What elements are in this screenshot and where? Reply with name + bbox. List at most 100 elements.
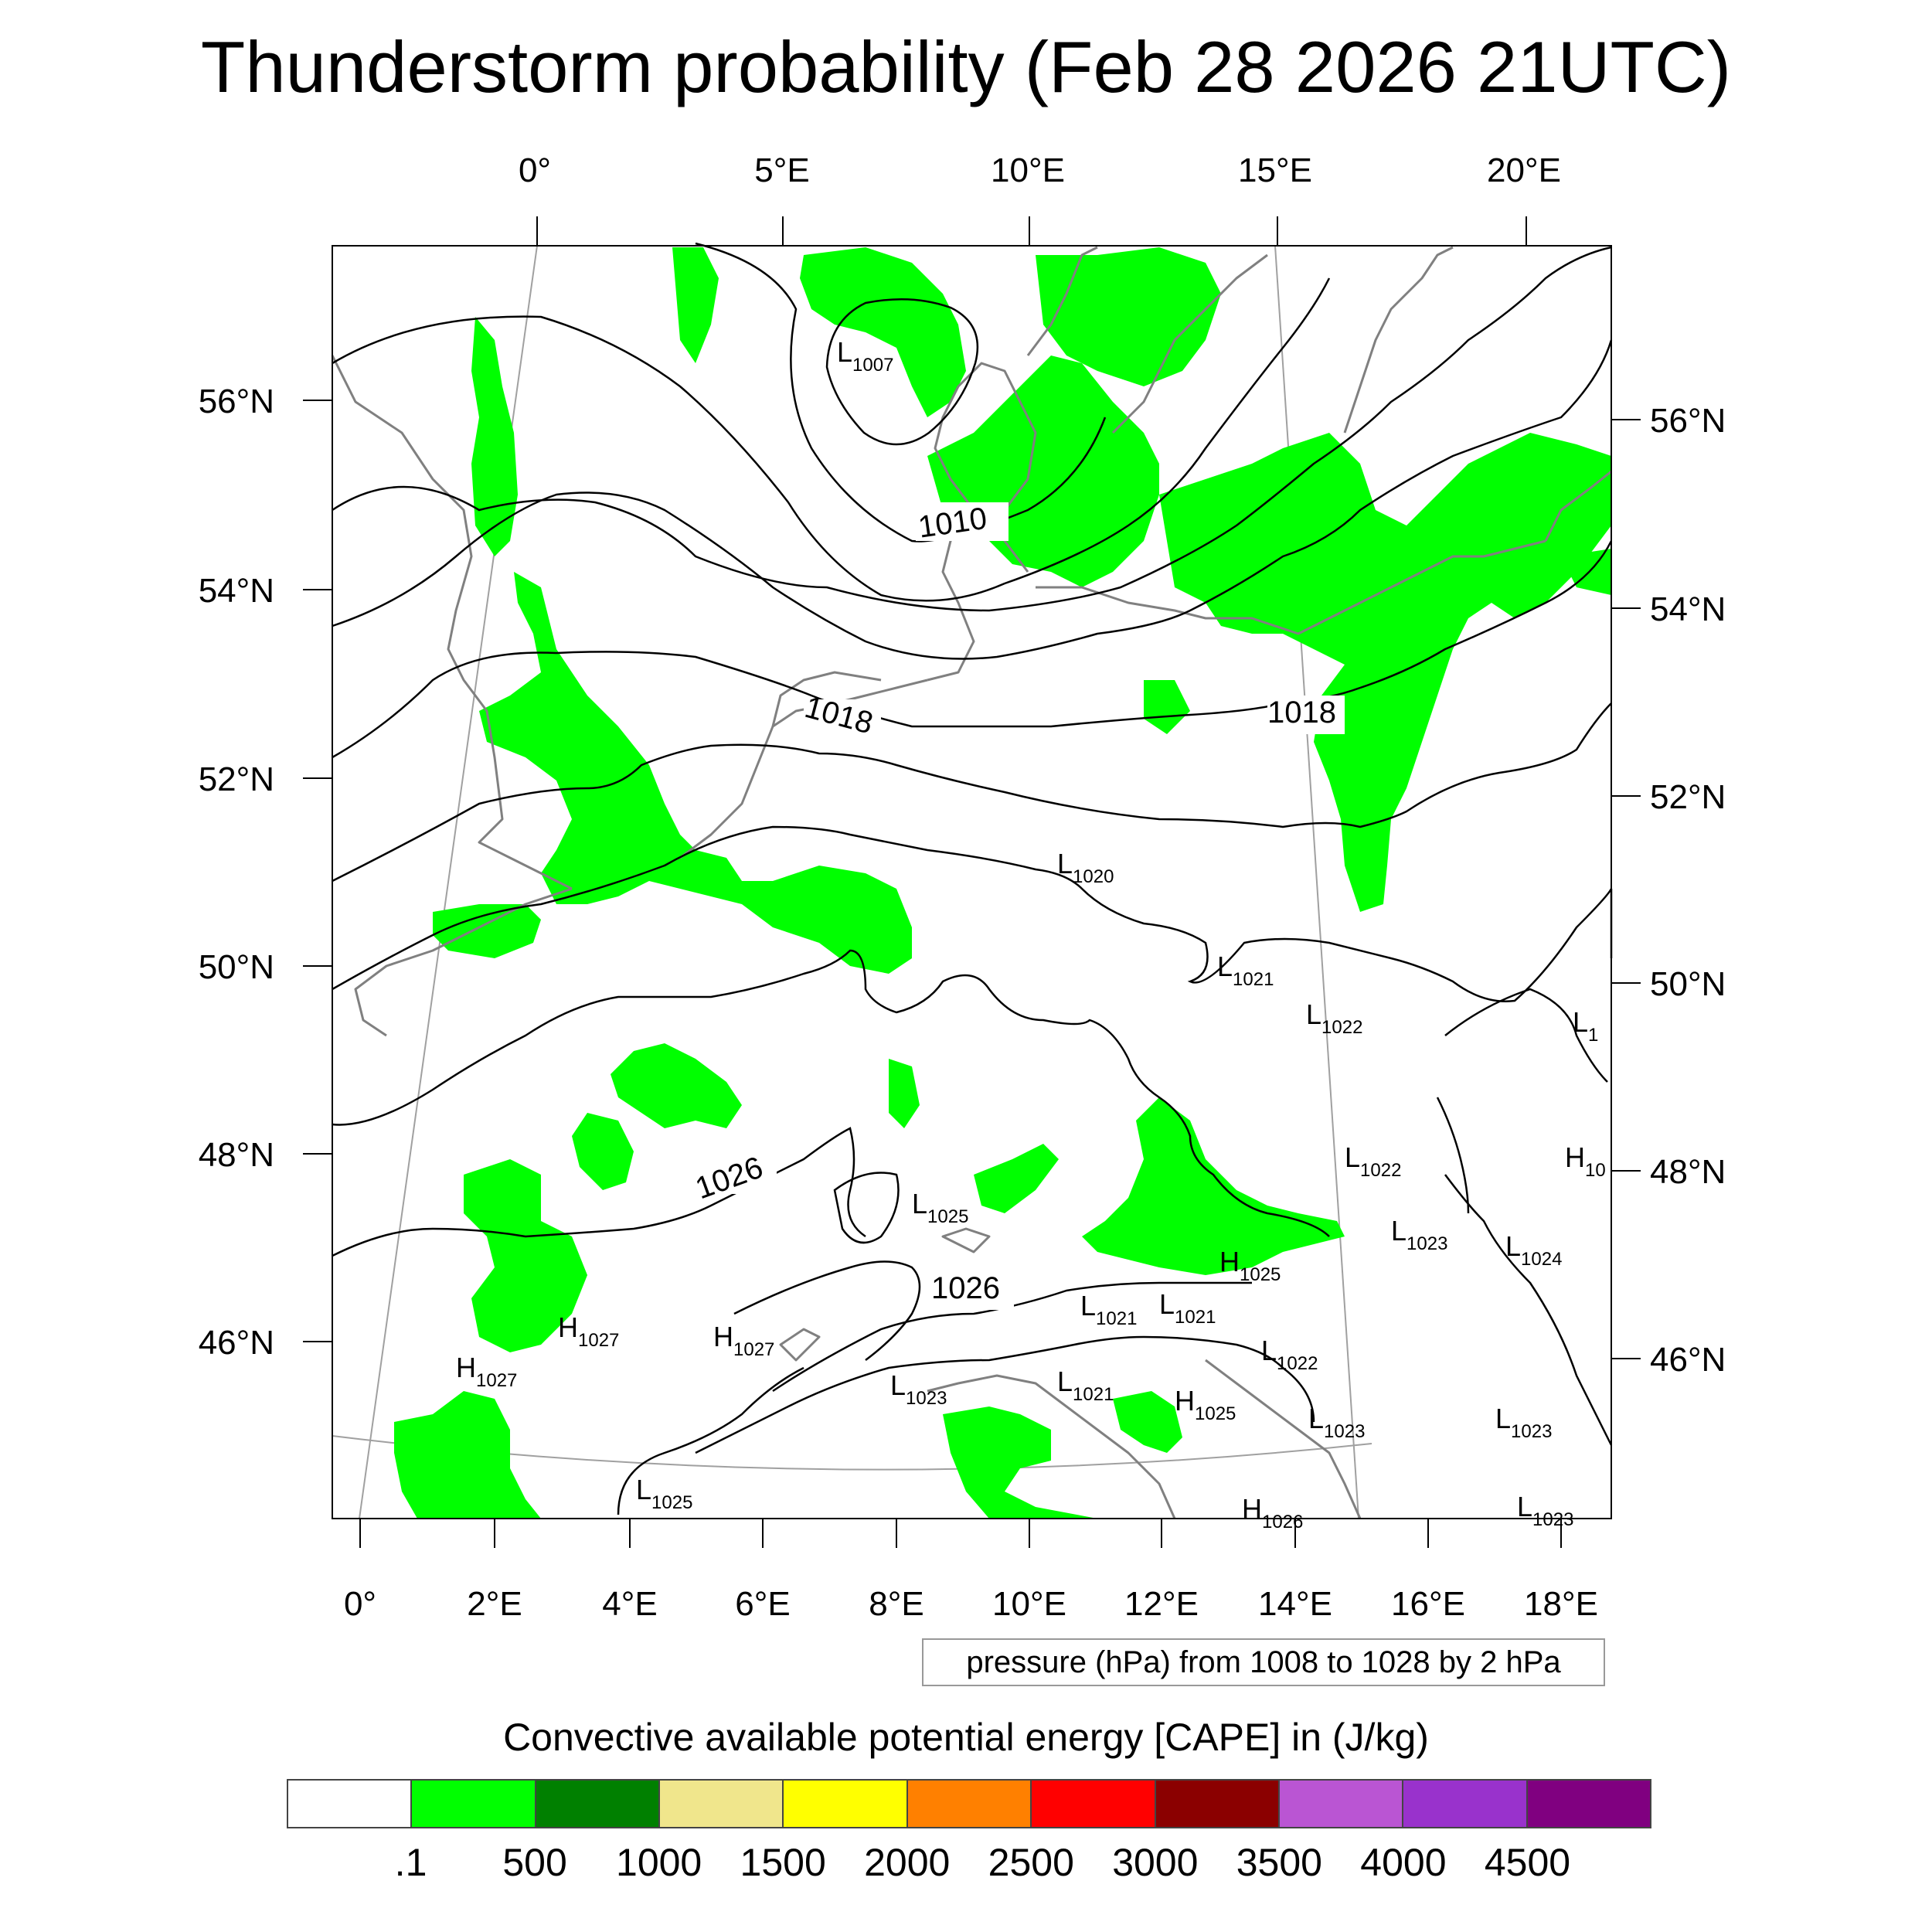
cape-area-vosges [889,1059,920,1128]
left-lat-label: 46°N [199,1324,274,1362]
isobar-1016 [332,540,1613,759]
cape-area-britain-se [479,572,912,974]
bottom-lon-label: 4°E [602,1585,657,1623]
pressure-center-label: L1022 [1345,1141,1401,1181]
colorbar-swatch [536,1781,661,1827]
map-frame [332,245,1612,1519]
bottom-lon-label: 2°E [467,1585,522,1623]
cape-area-france-mid [572,1113,634,1190]
cape-area-north-1 [672,247,719,363]
coastline-baltic-east [1544,470,1612,542]
left-lat-label: 48°N [199,1136,274,1174]
right-lat-label: 50°N [1650,965,1726,1003]
pressure-center-label: L1024 [1505,1230,1562,1270]
bottom-lon-label: 10°E [992,1585,1066,1623]
isobar-east-3 [1436,1097,1470,1214]
colorbar-swatch [1032,1781,1156,1827]
pressure-center-label: H1027 [558,1311,619,1351]
colorbar-label: 4000 [1360,1841,1447,1884]
colorbar-swatch [784,1781,908,1827]
top-lon-label: 0° [519,151,551,189]
bottom-lon-label: 6°E [735,1585,790,1623]
cape-area-poland-small [1144,680,1190,734]
coastline-finland [1343,246,1454,434]
bottom-lon-label: 0° [344,1585,376,1623]
cape-area-denmark [927,355,1159,587]
isobar-1022 [332,949,1330,1237]
pressure-center-label: L1023 [1495,1403,1552,1442]
colorbar-label: .1 [394,1841,427,1884]
cape-area-france-west [464,1159,587,1352]
pressure-center-label: H10 [1565,1141,1606,1181]
cape-area-france-sw [394,1391,541,1519]
isobar-1008 [695,242,1107,543]
colorbar-label: 1000 [616,1841,702,1884]
colorbar-label: 2000 [864,1841,951,1884]
colorbar-swatch [660,1781,784,1827]
isobar-lake-closed [833,1172,900,1244]
top-lon-label: 20°E [1487,151,1561,189]
colorbar-label: 3000 [1112,1841,1199,1884]
cape-area-germany-east [1082,1097,1345,1275]
colorbar-swatch [412,1781,536,1827]
cape-area-france-north [611,1043,742,1128]
coastline-ligurian [927,1374,1176,1519]
colorbar-label: 4500 [1484,1841,1571,1884]
right-lat-label: 52°N [1650,778,1726,816]
pressure-center-label: L1025 [636,1474,692,1513]
colorbar-label: 1500 [740,1841,826,1884]
bottom-lon-label: 8°E [869,1585,923,1623]
coastline-lake-geneva [779,1328,821,1362]
isobar-east-2 [1444,1174,1613,1446]
isobar-1026 [733,1260,921,1361]
top-lon-label: 5°E [754,151,809,189]
cape-area-skagerrak [800,247,966,417]
colorbar-swatch [907,1781,1032,1827]
colorbar-swatch [1527,1781,1650,1827]
chart-title: Thunderstorm probability (Feb 28 2026 21… [200,26,1732,107]
left-lat-label: 56°N [199,383,274,420]
cape-area-mediterranean [943,1406,1097,1519]
isobar-alpine-2 [695,1335,1315,1454]
right-lat-label: 56°N [1650,402,1726,440]
bottom-lon-label: 14°E [1258,1585,1332,1623]
isobar-1020 [332,825,1613,1002]
pressure-center-label: L1025 [912,1188,968,1227]
isobar-labels: 1010 1018 1018 1026 1026 [691,502,1345,1310]
right-lat-label: 46°N [1650,1341,1726,1379]
pressure-centers: L1007 L1020 L1021 L1022 L1022 L1025 H1025 L1023… [456,336,1606,1532]
left-lat-label: 54°N [199,572,274,610]
colorbar-title: Convective available potential energy [C… [503,1716,1429,1759]
isobar-label-1026-alpine: 1026 [931,1271,1000,1305]
left-lat-label: 50°N [199,948,274,986]
tick-labels: 0° 5°E 10°E 15°E 20°E 0° 2°E 4°E 6°E 8°E… [199,151,1726,1623]
bottom-lon-label: 16°E [1391,1585,1465,1623]
pressure-center-label: H1025 [1219,1246,1281,1285]
pressure-center-label: L1022 [1306,998,1362,1038]
isobar-east-1 [1444,988,1608,1083]
isobar-label-1018-east: 1018 [1267,696,1336,730]
isobar-south-1 [617,1366,804,1515]
pressure-center-label: L1021 [1057,1366,1114,1405]
coastline-adriatic [1205,1359,1362,1519]
pressure-center-label: H1026 [1242,1493,1303,1532]
coastline-sweden-west [1026,246,1098,356]
bottom-lon-label: 12°E [1124,1585,1199,1623]
coastline-lake-constance [941,1227,991,1253]
cape-area-alps-n [974,1144,1059,1213]
colorbar-label: 500 [502,1841,567,1884]
pressure-center-label: L1021 [1217,951,1274,990]
coastline-britain-east [331,355,573,890]
colorbar-label: 2500 [988,1841,1074,1884]
left-lat-label: 52°N [199,760,274,798]
pressure-center-label: L1023 [1391,1215,1447,1254]
isobar-low-1007 [825,298,979,446]
coastline-france-north [679,679,928,859]
pressure-center-label: H1027 [456,1352,517,1391]
pressure-center-label: L1023 [1308,1403,1365,1442]
pressure-center-label: L1023 [1517,1491,1573,1530]
top-lon-label: 10°E [991,151,1065,189]
pressure-center-label: L1020 [1057,848,1114,887]
colorbar-label: 3500 [1236,1841,1322,1884]
pressure-center-label: L1021 [1080,1290,1137,1329]
